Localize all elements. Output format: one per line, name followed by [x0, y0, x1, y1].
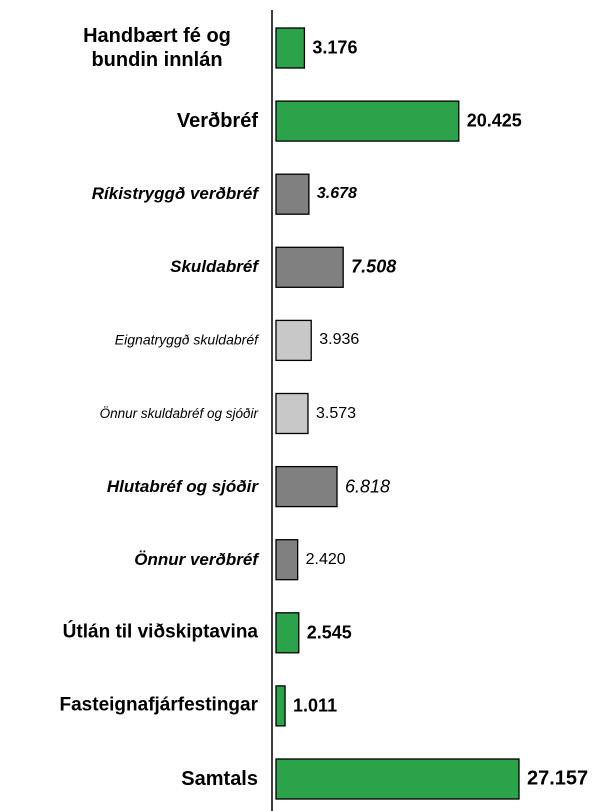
bar	[275, 685, 286, 727]
category-label: Eignatryggð skuldabréf	[114, 331, 258, 348]
value-label: 7.508	[351, 256, 397, 277]
bar	[275, 319, 312, 362]
bar	[275, 392, 309, 435]
value-label: 1.011	[293, 695, 338, 716]
category-label: Fasteignafjárfestingar	[59, 694, 259, 716]
bar	[275, 100, 460, 142]
value-label: 2.420	[305, 550, 346, 568]
category-label: Útlán til viðskiptavina	[62, 621, 258, 643]
value-label: 3.678	[316, 185, 357, 203]
bar	[275, 539, 299, 581]
category-label: Verðbréf	[176, 110, 258, 133]
category-label: Ríkistryggð verðbréf	[91, 183, 258, 203]
value-label: 27.157	[527, 767, 589, 790]
category-label: Samtals	[181, 768, 258, 790]
value-label: 3.176	[312, 37, 358, 58]
value-label: 3.936	[319, 331, 360, 349]
bar	[275, 612, 300, 654]
bar	[275, 173, 310, 215]
value-label: 6.818	[345, 476, 391, 497]
category-label: Skuldabréf	[170, 257, 258, 277]
value-label: 20.425	[466, 110, 522, 131]
bar	[275, 246, 344, 288]
value-label: 3.573	[315, 404, 357, 422]
category-label: Hlutabréf og sjóðir	[106, 476, 258, 496]
value-label: 2.545	[306, 622, 352, 643]
bar	[275, 27, 306, 69]
bar	[275, 465, 338, 508]
category-label: Handbært fé og bundin innlán	[83, 25, 231, 71]
category-label: Önnur verðbréf	[134, 549, 258, 569]
category-label: Önnur skuldabréf og sjóðir	[99, 405, 258, 421]
bar	[275, 758, 520, 800]
